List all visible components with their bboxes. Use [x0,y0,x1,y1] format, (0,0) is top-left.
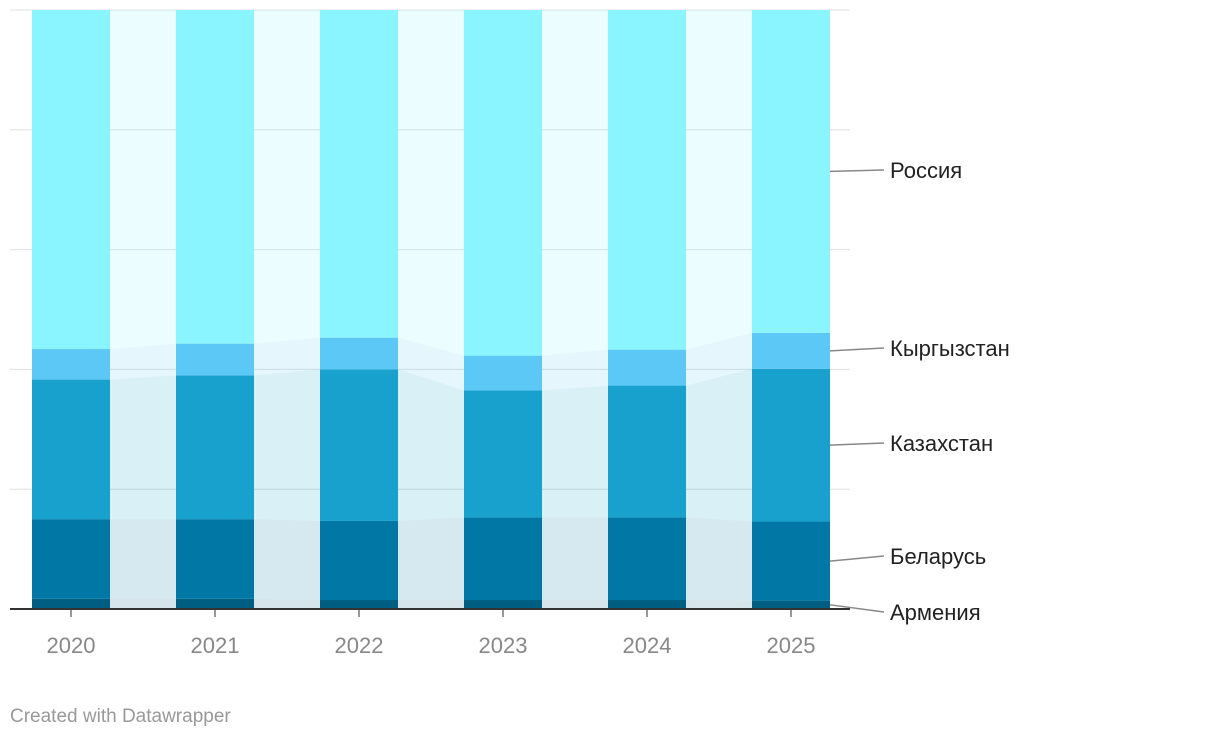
bar-segment [464,390,542,518]
bar-segment [320,369,398,521]
bar-segment [464,10,542,356]
connector-band [254,519,320,601]
bar-segment [608,517,686,601]
bar-segment [32,598,110,609]
credit-text: Created with Datawrapper [10,706,231,727]
bar-segment [752,332,830,369]
bar-segment [608,349,686,386]
series-labels: Армения Беларусь Казахстан Кыргызстан Россия [829,158,1010,625]
connector-band [254,10,320,344]
bar-segment [464,517,542,601]
stacked-bar-chart: 2020 2021 2022 2023 2024 2025 Армения Беларусь… [10,9,1010,658]
bar-segment [320,600,398,609]
label-leader-line [829,347,885,352]
connector-band [254,598,320,609]
bar-segment [176,519,254,599]
connector-band [542,517,608,601]
connector-band [110,598,176,609]
connector-band [110,343,176,380]
bar-segment [752,10,830,333]
x-tick-label: 2024 [623,633,672,658]
connector-band [254,369,320,521]
bar-segment [608,10,686,350]
bar-segment [464,600,542,609]
bar-segment [752,521,830,601]
connector-band [398,600,464,609]
x-tick-label: 2022 [335,633,384,658]
x-tick-label: 2021 [191,633,240,658]
label-leader-line [829,442,885,446]
connector-band [110,375,176,520]
connector-band [110,10,176,350]
bar-segment [176,10,254,344]
connector-band [542,600,608,609]
series-label: Казахстан [890,431,993,456]
bars [32,10,830,609]
x-tick-label: 2023 [479,633,528,658]
bar-segment [320,10,398,338]
connector-band [686,600,752,609]
x-tick-label: 2025 [767,633,816,658]
label-leader-line [829,169,885,173]
series-label: Армения [890,600,981,625]
connector-band [398,337,464,391]
series-label: Кыргызстан [890,336,1010,361]
connector-band [686,332,752,386]
bar-segment [464,355,542,391]
label-leader-line [829,555,885,562]
connector-band [542,385,608,518]
bar-segment [176,598,254,609]
connector-band [686,368,752,522]
bar-segment [176,343,254,376]
series-connectors [110,10,752,609]
connector-band [254,337,320,376]
bar-segment [32,10,110,350]
bar-segment [608,385,686,518]
connector-band [542,349,608,391]
connector-band [686,10,752,350]
connector-band [542,10,608,356]
bar-segment [752,600,830,609]
series-label: Беларусь [890,544,986,569]
connector-band [398,517,464,601]
bar-segment [32,379,110,520]
connector-band [110,519,176,599]
bar-segment [752,368,830,522]
connector-band [686,517,752,601]
bar-segment [176,375,254,520]
bar-segment [320,520,398,601]
bar-segment [320,337,398,370]
x-axis: 2020 2021 2022 2023 2024 2025 [10,608,850,658]
label-leader-line [829,604,885,613]
connector-band [398,369,464,521]
bar-segment [608,600,686,609]
x-tick-label: 2020 [47,633,96,658]
bar-segment [32,519,110,599]
bar-segment [32,349,110,380]
series-label: Россия [890,158,962,183]
connector-band [398,10,464,356]
